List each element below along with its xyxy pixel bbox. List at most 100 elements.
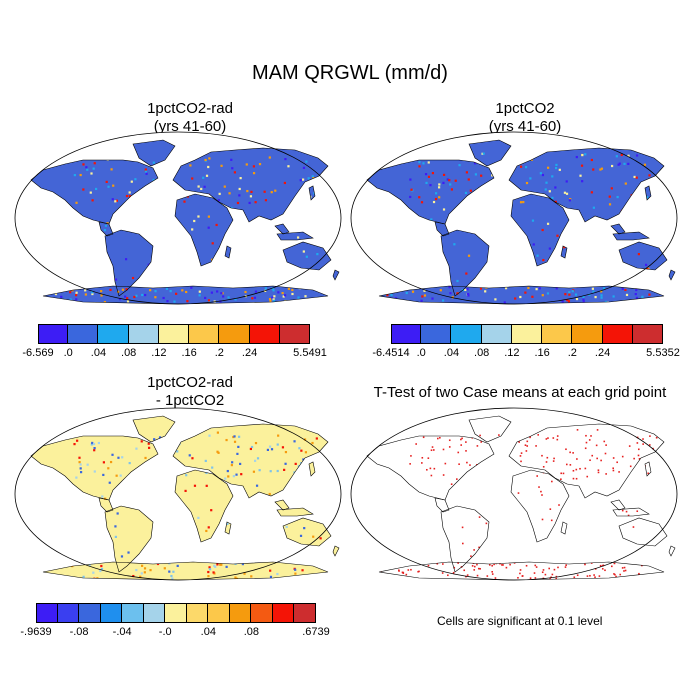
grid-cell bbox=[226, 522, 229, 525]
grid-cell bbox=[47, 575, 51, 578]
grid-cell bbox=[110, 168, 113, 171]
grid-cell bbox=[94, 187, 98, 191]
grid-cell bbox=[464, 288, 467, 292]
grid-cell bbox=[541, 571, 544, 574]
grid-cell bbox=[79, 463, 82, 466]
grid-cell bbox=[234, 576, 237, 579]
grid-cell bbox=[233, 435, 236, 438]
grid-cell bbox=[224, 477, 227, 480]
grid-cell bbox=[284, 462, 287, 465]
grid-cell bbox=[494, 298, 497, 301]
grid-cell bbox=[140, 564, 144, 567]
grid-cell bbox=[154, 296, 157, 299]
grid-cell bbox=[386, 568, 389, 570]
grid-cell bbox=[304, 295, 307, 298]
colorbar-swatch bbox=[421, 324, 452, 344]
grid-cell bbox=[302, 250, 305, 253]
land-seAsia bbox=[611, 500, 625, 510]
grid-cell bbox=[270, 448, 274, 451]
grid-cell bbox=[476, 445, 479, 447]
land-australia bbox=[619, 242, 667, 270]
panel-title-2: 1pctCO2 (yrs 41-60) bbox=[488, 100, 562, 135]
significance-note: Cells are significant at 0.1 level bbox=[437, 614, 603, 628]
land-indonesia bbox=[613, 232, 649, 240]
grid-cell bbox=[536, 475, 539, 477]
grid-cell bbox=[143, 571, 146, 574]
grid-cell bbox=[411, 290, 415, 293]
grid-cell bbox=[250, 190, 253, 193]
grid-cell bbox=[636, 442, 639, 444]
grid-cell bbox=[158, 436, 162, 439]
grid-cell bbox=[442, 173, 446, 176]
grid-cell bbox=[258, 162, 262, 166]
grid-cell bbox=[600, 290, 603, 293]
grid-cell bbox=[154, 290, 157, 293]
grid-cell bbox=[447, 574, 449, 577]
land-newZealand bbox=[333, 546, 339, 556]
grid-cell bbox=[535, 445, 537, 447]
grid-cell bbox=[139, 575, 142, 578]
grid-cell bbox=[655, 436, 658, 439]
grid-cell bbox=[86, 168, 89, 171]
colorbar-panel-1: -6.569 .0 .04 .08 .12 .16 .2 .24 5.5491 bbox=[22, 324, 327, 359]
grid-cell bbox=[73, 174, 76, 177]
grid-cell bbox=[270, 191, 273, 194]
grid-cell bbox=[441, 299, 445, 302]
colorbar-swatch bbox=[128, 324, 159, 344]
grid-cell bbox=[285, 525, 288, 528]
grid-cell bbox=[149, 289, 152, 292]
colorbar-swatch bbox=[189, 324, 220, 344]
grid-cell bbox=[284, 157, 287, 161]
colorbar-swatch bbox=[165, 603, 187, 623]
grid-cell bbox=[584, 563, 586, 566]
grid-cell bbox=[442, 181, 445, 185]
grid-cell bbox=[553, 568, 556, 571]
grid-cell bbox=[479, 287, 483, 290]
grid-cell bbox=[564, 293, 567, 296]
land-indonesia bbox=[277, 232, 313, 240]
grid-cell bbox=[579, 174, 582, 177]
grid-cell bbox=[269, 470, 272, 473]
colorbar-tick-label: 5.5491 bbox=[293, 347, 327, 359]
grid-cell bbox=[268, 445, 272, 448]
grid-cell bbox=[658, 449, 661, 452]
grid-cell bbox=[405, 573, 408, 576]
grid-cell bbox=[433, 449, 435, 451]
grid-cell bbox=[482, 152, 485, 155]
colorbar-swatch bbox=[251, 603, 273, 623]
grid-cell bbox=[551, 196, 554, 199]
land-africa bbox=[511, 470, 569, 542]
grid-cell bbox=[545, 181, 548, 184]
grid-cell bbox=[251, 297, 254, 300]
land-northAmerica bbox=[31, 160, 158, 224]
grid-cell bbox=[448, 179, 451, 182]
grid-cell bbox=[88, 563, 91, 566]
grid-cell bbox=[149, 569, 152, 572]
grid-cell bbox=[269, 300, 272, 303]
grid-cell bbox=[610, 164, 614, 168]
grid-cell bbox=[117, 456, 120, 459]
grid-cell bbox=[519, 165, 523, 168]
colorbar-tick-label: -.04 bbox=[112, 626, 132, 638]
grid-cell bbox=[114, 278, 118, 281]
colorbar-swatch bbox=[219, 324, 250, 344]
grid-cell bbox=[585, 434, 587, 437]
grid-cell bbox=[552, 460, 555, 462]
grid-cell bbox=[598, 575, 601, 577]
grid-cell bbox=[253, 296, 257, 299]
grid-cell bbox=[112, 184, 115, 187]
grid-cell bbox=[420, 201, 424, 204]
grid-cell bbox=[569, 464, 572, 466]
grid-cell bbox=[549, 508, 552, 510]
grid-cell bbox=[220, 164, 223, 167]
grid-cell bbox=[116, 512, 119, 515]
grid-cell bbox=[268, 298, 272, 301]
grid-cell bbox=[560, 472, 563, 475]
colorbar-tick-label: .6739 bbox=[302, 626, 330, 638]
grid-cell bbox=[44, 288, 47, 291]
grid-cell bbox=[183, 200, 186, 203]
grid-cell bbox=[461, 437, 463, 440]
grid-cell bbox=[619, 573, 622, 576]
grid-cell bbox=[616, 195, 619, 199]
land-greenland bbox=[133, 140, 175, 166]
